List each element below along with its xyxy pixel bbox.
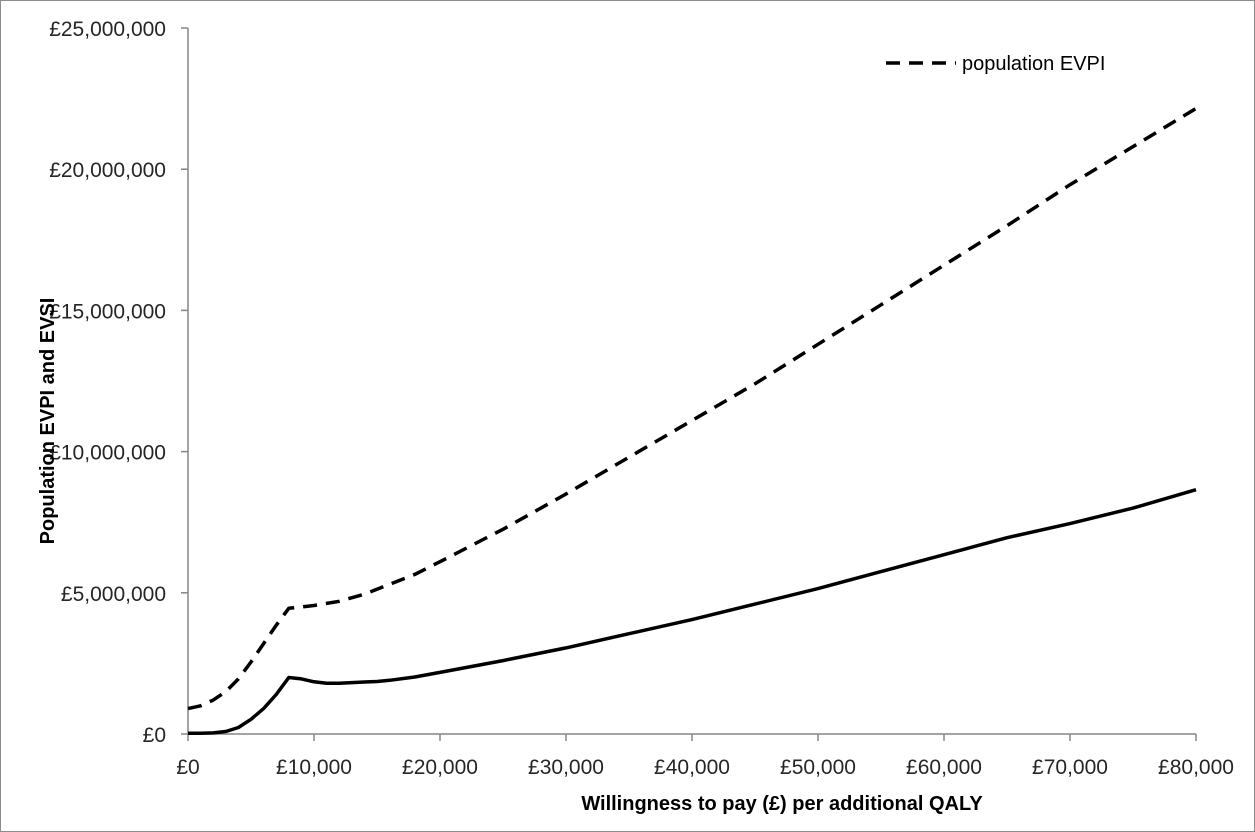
x-tick-label: £0 xyxy=(176,756,199,779)
x-tick-label: £40,000 xyxy=(654,756,730,779)
axes xyxy=(187,28,1196,735)
y-tick-label: £5,000,000 xyxy=(61,583,166,606)
x-axis-ticks: £0 £10,000 £20,000 £30,000 £40,000 £50,000 £60… xyxy=(176,734,1234,779)
series-layer xyxy=(187,107,1197,735)
y-tick-label: £15,000,000 xyxy=(49,300,166,323)
y-axis-ticks: £0 £5,000,000 £10,000,000 £15,000,000 £20,00… xyxy=(49,18,188,747)
x-tick-label: £10,000 xyxy=(276,756,352,779)
y-tick-label: £25,000,000 xyxy=(49,18,166,41)
x-tick-label: £60,000 xyxy=(906,756,982,779)
y-tick-label: £10,000,000 xyxy=(49,442,166,465)
legend: population EVPI xyxy=(886,53,1105,75)
x-tick-label: £20,000 xyxy=(402,756,478,779)
legend-label-population-evpi: population EVPI xyxy=(962,53,1105,75)
x-tick-label: £80,000 xyxy=(1158,756,1234,779)
x-axis-title: Willingness to pay (£) per additional QA… xyxy=(581,793,983,815)
series-line-population-evpi xyxy=(187,107,1197,711)
x-tick-label: £30,000 xyxy=(528,756,604,779)
x-tick-label: £70,000 xyxy=(1032,756,1108,779)
y-axis-title: Population EVPI and EVSI xyxy=(37,298,59,545)
series-line-population-evsi xyxy=(188,488,1197,735)
y-tick-label: £0 xyxy=(143,724,166,747)
y-tick-label: £20,000,000 xyxy=(49,159,166,182)
x-tick-label: £50,000 xyxy=(780,756,856,779)
